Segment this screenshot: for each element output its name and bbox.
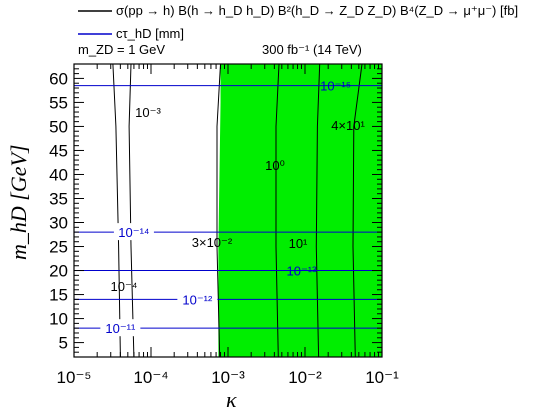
legend: σ(pp → h) B(h → h_D h_D) B²(h_D → Z_D Z_…: [78, 3, 518, 41]
shaded-region: [218, 64, 382, 357]
contour-label-2: 3×10⁻²: [192, 235, 233, 250]
y-tick-label-6: 35: [49, 189, 68, 208]
contour-line-5: [352, 63, 363, 358]
y-tick-label-9: 50: [49, 117, 68, 136]
y-tick-label-8: 45: [49, 141, 68, 160]
y-tick-label-5: 30: [49, 214, 68, 233]
ctau-label-2: 10⁻¹³: [286, 264, 317, 279]
contour-line-1: [128, 63, 135, 358]
contour-line-2: [216, 63, 221, 358]
y-tick-label-4: 25: [49, 238, 68, 257]
plot-area: 10⁻⁴ 10⁻³ 3×10⁻² 10⁰ 10¹ 4×10¹ 10⁻¹¹ 10⁻¹² 10⁻¹³…: [49, 63, 399, 387]
contour-label-5: 4×10¹: [331, 118, 365, 133]
y-tick-label-3: 20: [49, 262, 68, 281]
y-tick-label-0: 5: [59, 334, 68, 353]
contour-line-0: [112, 63, 121, 358]
ctau-label-1: 10⁻¹²: [182, 292, 213, 307]
contour-label-4: 10¹: [289, 236, 308, 251]
ctau-label-bg-0: [100, 319, 141, 337]
ctau-label-bg-3: [113, 223, 154, 241]
x-tick-label-4: 10⁻¹: [365, 368, 399, 387]
ctau-label-3: 10⁻¹⁴: [118, 225, 149, 240]
ctau-label-0: 10⁻¹¹: [105, 321, 136, 336]
contour-label-1: 10⁻³: [135, 105, 161, 120]
annotation-mass: m_ZD = 1 GeV: [78, 42, 165, 57]
y-axis-title: m_hD [GeV]: [6, 145, 31, 261]
ctau-label-4: 10⁻¹⁵: [320, 79, 351, 94]
x-tick-label-0: 10⁻⁵: [57, 368, 92, 387]
annotation-luminosity: 300 fb⁻¹ (14 TeV): [262, 42, 362, 57]
y-tick-label-2: 15: [49, 286, 68, 305]
legend-label-cross-section: σ(pp → h) B(h → h_D h_D) B²(h_D → Z_D Z_…: [116, 3, 518, 18]
x-tick-label-2: 10⁻³: [211, 368, 245, 387]
ctau-label-bg-1: [177, 290, 218, 308]
contour-label-0: 10⁻⁴: [111, 279, 138, 294]
y-tick-label-11: 60: [49, 69, 68, 88]
x-tick-label-3: 10⁻²: [288, 368, 322, 387]
y-tick-label-10: 55: [49, 93, 68, 112]
x-tick-label-1: 10⁻⁴: [133, 368, 168, 387]
y-tick-label-1: 10: [49, 310, 68, 329]
contour-label-3: 10⁰: [265, 158, 285, 173]
x-axis-title: κ: [226, 387, 237, 410]
contour-line-3: [275, 63, 280, 358]
contour-line-4: [315, 63, 321, 358]
y-tick-label-7: 40: [49, 165, 68, 184]
legend-label-ctau: cτ_hD [mm]: [116, 26, 184, 41]
